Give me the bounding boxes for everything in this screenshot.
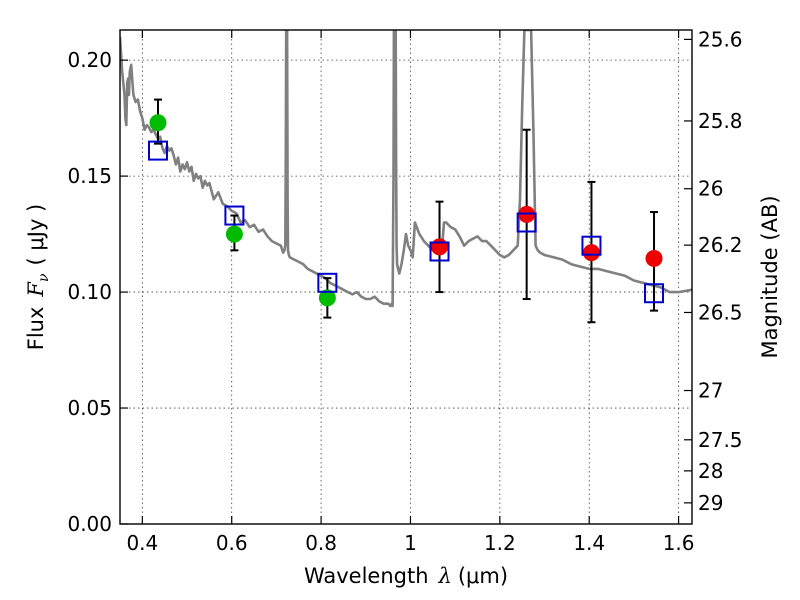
plot-area bbox=[120, 30, 692, 324]
magnitude-tick-label: 27.5 bbox=[698, 428, 743, 452]
magnitude-tick-label: 25.8 bbox=[698, 109, 743, 133]
model-photometry-squares bbox=[147, 140, 665, 304]
magnitude-tick-label: 28 bbox=[698, 459, 723, 483]
model-photometry-square bbox=[147, 140, 168, 161]
grid bbox=[120, 30, 692, 525]
y-axis-ticks: 0.00 0.05 0.10 0.15 0.20 bbox=[67, 48, 128, 536]
magnitude-tick-label: 26.2 bbox=[698, 233, 743, 257]
x-axis-ticks: 0.4 0.6 0.8 1 1.2 1.4 1.6 bbox=[126, 30, 695, 555]
model-photometry-square bbox=[581, 235, 602, 256]
data-points bbox=[149, 114, 663, 307]
model-photometry-square bbox=[429, 241, 450, 262]
x-tick-label: 0.4 bbox=[126, 531, 158, 555]
x-tick-label: 1 bbox=[404, 531, 417, 555]
magnitude-tick-label: 26 bbox=[698, 177, 723, 201]
photometry-point bbox=[645, 249, 663, 267]
model-photometry-square bbox=[224, 205, 245, 226]
x-tick-label: 1.2 bbox=[484, 531, 516, 555]
y-tick-label: 0.15 bbox=[67, 164, 112, 188]
x-tick-label: 0.8 bbox=[305, 531, 337, 555]
photometry-point bbox=[149, 114, 167, 132]
y-axis-label: FluxFν( μJy ) bbox=[24, 204, 52, 350]
magnitude-tick-label: 25.6 bbox=[698, 27, 743, 51]
photometry-point bbox=[225, 225, 243, 243]
model-photometry-square bbox=[644, 283, 665, 304]
error-bars bbox=[153, 98, 659, 324]
x-tick-label: 1.6 bbox=[663, 531, 695, 555]
photometry-point bbox=[318, 289, 336, 307]
magnitude-tick-label: 26.5 bbox=[698, 300, 743, 324]
model-photometry-square bbox=[516, 212, 537, 233]
magnitude-axis-ticks: 25.6 25.8 26 26.2 26.5 27 27.5 28 29 bbox=[684, 27, 743, 515]
y-tick-label: 0.00 bbox=[67, 512, 112, 536]
magnitude-axis-label: Magnitude (AB) bbox=[758, 195, 782, 358]
model-photometry-square bbox=[317, 272, 338, 293]
photometry-point bbox=[431, 238, 449, 256]
model-spectrum-line bbox=[120, 30, 692, 308]
magnitude-tick-label: 27 bbox=[698, 379, 723, 403]
x-tick-label: 0.6 bbox=[216, 531, 248, 555]
photometry-point bbox=[582, 244, 600, 262]
x-tick-label: 1.4 bbox=[573, 531, 605, 555]
magnitude-tick-label: 29 bbox=[698, 491, 723, 515]
y-tick-label: 0.20 bbox=[67, 48, 112, 72]
y-tick-label: 0.10 bbox=[67, 280, 112, 304]
y-tick-label: 0.05 bbox=[67, 396, 112, 420]
axes-frame bbox=[119, 29, 693, 525]
x-axis-label: Wavelength λ (μm) bbox=[304, 564, 508, 588]
